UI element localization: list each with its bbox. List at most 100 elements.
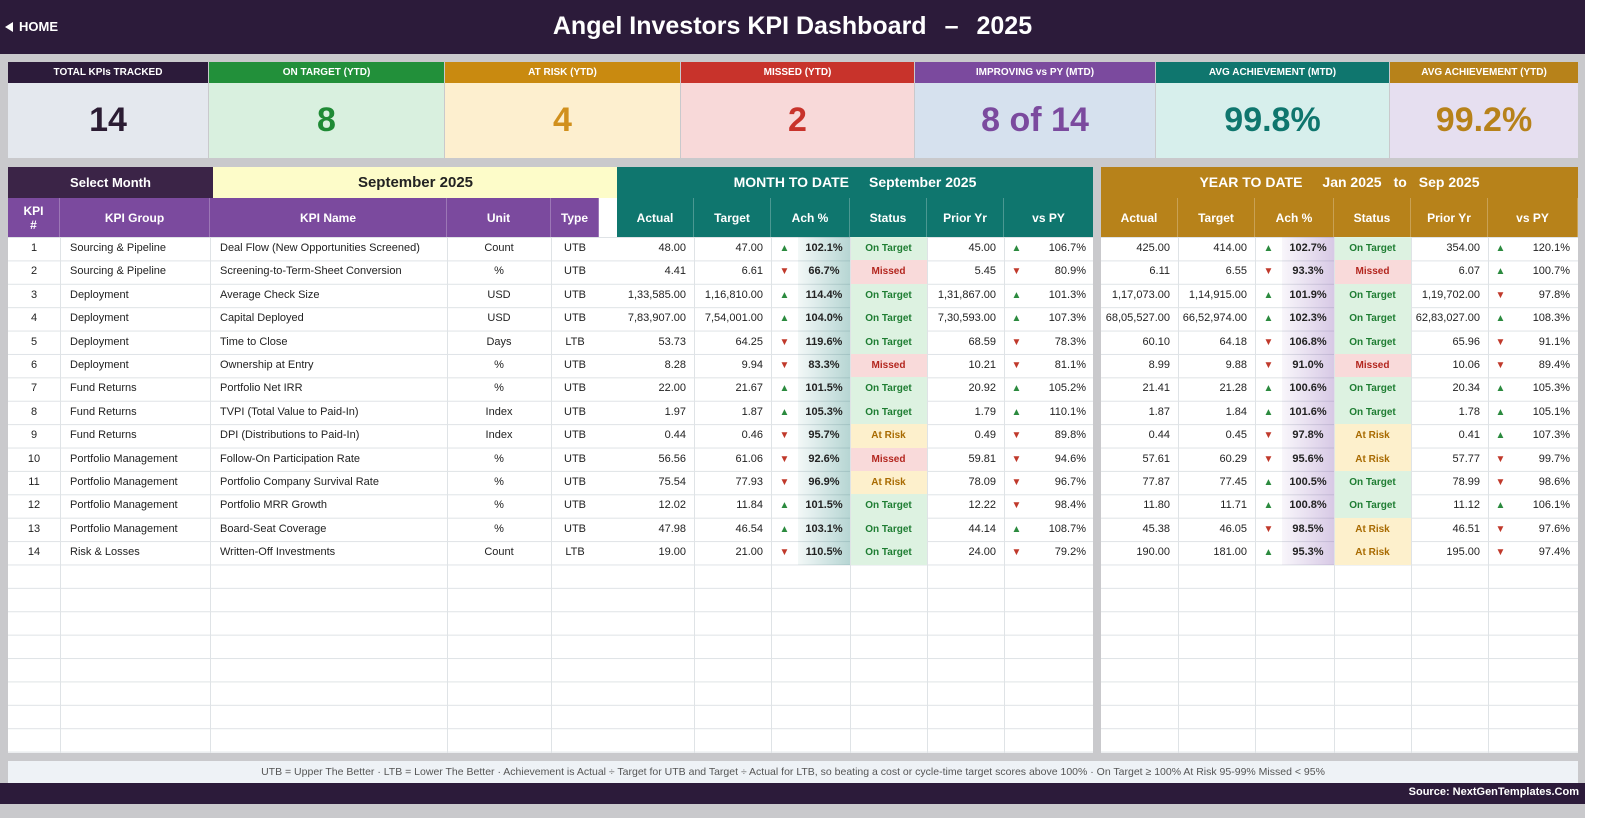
column-header: vs PY	[1004, 198, 1093, 237]
achievement-value: 110.5%	[798, 541, 850, 565]
month-selector[interactable]: September 2025	[213, 167, 618, 198]
prior-year-value: 0.41	[1458, 429, 1480, 442]
column-divider	[551, 237, 552, 753]
achievement-value: 105.3%	[798, 400, 850, 425]
actual-value: 6.11	[1149, 265, 1170, 278]
target-value: 6.55	[1225, 265, 1247, 278]
vs-prior-year-value: 101.3%	[1048, 288, 1086, 301]
status-badge: On Target	[850, 237, 927, 261]
actual-value: 8.99	[1148, 359, 1170, 371]
prior-year-value: 78.99	[1452, 476, 1480, 488]
column-divider	[1411, 237, 1412, 753]
kpi-group: Sourcing & Pipeline	[70, 265, 167, 278]
achievement-value: 83.3%	[798, 354, 850, 378]
target-value: 66,52,974.00	[1182, 312, 1247, 325]
kpi-card-value: 99.8%	[1156, 83, 1389, 158]
vs-prior-year-value: 89.4%	[1538, 359, 1570, 371]
vs-prior-year-value: 105.1%	[1532, 405, 1570, 418]
status-badge: At Risk	[1334, 517, 1411, 542]
status-badge: Missed	[850, 447, 927, 471]
vs-prior-year-value: 106.1%	[1532, 499, 1570, 512]
kpi-name: Portfolio Company Survival Rate	[220, 476, 379, 488]
status-badge: On Target	[850, 307, 927, 331]
arrow-down-icon: ▼	[1495, 547, 1506, 559]
kpi-name: Written-Off Investments	[220, 546, 336, 559]
table-row: 6 Deployment Ownership at Entry% UTB	[8, 354, 618, 377]
header-bar: HOME Angel Investors KPI Dashboard –2025	[0, 0, 1585, 54]
vs-prior-year-value: 108.7%	[1048, 522, 1086, 535]
status-badge: Missed	[1334, 260, 1411, 284]
prior-year-value: 5.45	[974, 265, 996, 278]
arrow-down-icon: ▼	[779, 453, 790, 465]
table-row: 2 Sourcing & Pipeline Screening-to-Term-Sh…	[8, 260, 618, 283]
table-row: 1 Sourcing & Pipeline Deal Flow (New Oppor…	[8, 237, 618, 260]
vs-prior-year-value: 100.7%	[1532, 265, 1570, 278]
kpi-unit: Days	[486, 335, 512, 348]
column-header: KPI #	[8, 198, 60, 237]
kpi-card-label: MISSED (YTD)	[681, 62, 914, 83]
kpi-card-label: ON TARGET (YTD)	[209, 62, 444, 83]
ytd-period-end: Sep 2025	[1418, 174, 1480, 190]
arrow-up-icon: ▲	[1263, 547, 1274, 559]
table-row: 12.02 11.84 ▲ 101.5% On Target 12.22 ▼ 98.4%	[617, 494, 1093, 518]
column-divider	[694, 237, 695, 753]
target-value: 6.61	[741, 265, 763, 278]
table-row: 14 Risk & Losses Written-Off Investments Co…	[8, 541, 618, 564]
table-row: 12 Portfolio Management Portfolio MRR Grow…	[8, 494, 618, 517]
column-header: KPI Name	[210, 198, 447, 237]
target-value: 181.00	[1213, 546, 1247, 559]
status-badge: Missed	[850, 354, 927, 378]
target-value: 1.87	[741, 405, 763, 418]
kpi-card-label: AT RISK (YTD)	[445, 62, 680, 83]
kpi-group: Fund Returns	[70, 429, 137, 442]
arrow-down-icon: ▼	[1011, 266, 1022, 278]
column-divider	[1178, 237, 1179, 753]
vs-prior-year-value: 97.8%	[1538, 288, 1570, 301]
home-button[interactable]: HOME	[5, 19, 58, 34]
achievement-value: 101.6%	[1282, 400, 1334, 425]
achievement-value: 95.3%	[1282, 541, 1334, 565]
prior-year-value: 1,19,702.00	[1421, 288, 1480, 301]
achievement-value: 119.6%	[798, 330, 850, 354]
vs-prior-year-value: 97.6%	[1538, 522, 1570, 535]
prior-year-value: 44.14	[968, 522, 996, 535]
achievement-value: 102.1%	[798, 237, 850, 261]
vs-prior-year-value: 91.1%	[1538, 335, 1570, 348]
kpi-group: Deployment	[70, 335, 129, 348]
arrow-down-icon: ▼	[1263, 430, 1274, 442]
ytd-period-to: to	[1393, 174, 1407, 190]
target-value: 7,54,001.00	[704, 312, 763, 325]
table-row: 22.00 21.67 ▲ 101.5% On Target 20.92 ▲ 105.2%	[617, 377, 1093, 401]
table-row: 13 Portfolio Management Board-Seat Coverag…	[8, 518, 618, 541]
kpi-group: Deployment	[70, 288, 129, 301]
achievement-value: 114.4%	[798, 283, 850, 308]
table-row: 425.00 414.00 ▲ 102.7% On Target 354.00 ▲ 120.1…	[1101, 237, 1578, 261]
kpi-group: Fund Returns	[70, 382, 137, 395]
target-value: 21.28	[1219, 382, 1247, 395]
status-badge: On Target	[1334, 307, 1411, 331]
kpi-type: UTB	[564, 452, 586, 465]
kpi-name: Deal Flow (New Opportunities Screened)	[220, 242, 420, 254]
vs-prior-year-value: 105.3%	[1532, 382, 1570, 395]
arrow-up-icon: ▲	[1263, 383, 1274, 395]
column-divider	[210, 237, 211, 753]
status-badge: On Target	[1334, 494, 1411, 518]
column-header: Prior Yr	[927, 198, 1004, 237]
actual-value: 68,05,527.00	[1105, 312, 1170, 325]
title-separator: –	[944, 12, 959, 40]
arrow-up-icon: ▲	[1011, 383, 1022, 395]
kpi-name: TVPI (Total Value to Paid-In)	[220, 405, 359, 418]
vs-prior-year-value: 89.8%	[1054, 429, 1086, 442]
kpi-type: UTB	[564, 499, 586, 512]
title-text: Angel Investors KPI Dashboard	[552, 12, 927, 40]
kpi-type: UTB	[564, 359, 586, 371]
source-credit: Source: NextGenTemplates.Com	[1408, 786, 1579, 798]
prior-year-value: 12.22	[968, 499, 996, 512]
kpi-type: LTB	[565, 546, 585, 559]
kpi-name: Follow-On Participation Rate	[220, 452, 361, 465]
arrow-up-icon: ▲	[779, 243, 790, 254]
kpi-name: Capital Deployed	[220, 312, 304, 325]
column-header: Unit	[447, 198, 551, 237]
achievement-value: 101.5%	[798, 494, 850, 518]
arrow-down-icon: ▼	[1495, 453, 1506, 465]
